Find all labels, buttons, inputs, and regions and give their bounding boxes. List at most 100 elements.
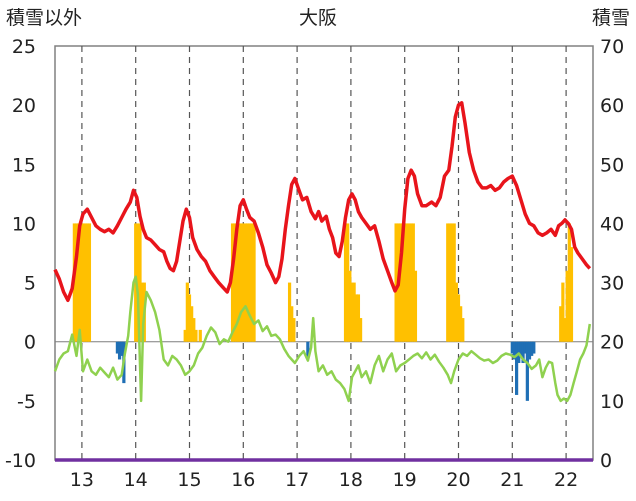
snow-bar xyxy=(398,223,402,342)
snow-bar xyxy=(87,223,92,342)
y-left-tick-label: 0 xyxy=(24,332,36,354)
snow-bar xyxy=(252,223,256,342)
y-right-tick-label: 20 xyxy=(600,332,624,354)
blue-bar xyxy=(512,341,517,360)
y-left-tick-label: -10 xyxy=(5,450,36,472)
x-tick-label: 19 xyxy=(393,469,417,491)
blue-bar xyxy=(120,341,124,356)
snow-bar xyxy=(136,223,140,342)
snow-bar xyxy=(403,223,407,342)
snow-bar xyxy=(239,223,243,342)
snow-bar xyxy=(85,223,89,342)
y-axis-left-label: 積雪以外 xyxy=(6,7,82,29)
snow-bar xyxy=(354,294,358,342)
x-tick-label: 13 xyxy=(70,469,94,491)
snow-bar xyxy=(187,294,192,342)
snow-bar xyxy=(292,318,296,342)
snow-bar xyxy=(461,318,465,342)
y-left-tick-label: 20 xyxy=(12,95,36,117)
red-series-line xyxy=(53,101,592,303)
snow-bar xyxy=(565,270,569,342)
snow-bar xyxy=(409,223,413,342)
snow-bar xyxy=(348,270,352,342)
snow-bar xyxy=(250,223,254,342)
x-axis-ticks: 13 14 15 16 17 18 19 20 21 22 xyxy=(70,469,578,491)
y-left-tick-label: 25 xyxy=(12,36,36,58)
snow-bar xyxy=(246,223,250,342)
x-tick-label: 17 xyxy=(285,469,309,491)
y-right-tick-label: 10 xyxy=(600,391,624,413)
snow-bar xyxy=(559,306,563,342)
x-tick-label: 16 xyxy=(231,469,255,491)
snow-bar xyxy=(400,223,405,342)
snow-bar xyxy=(248,223,252,342)
snow-bar xyxy=(74,223,79,342)
blue-bar xyxy=(525,341,529,401)
snow-bar xyxy=(83,223,87,342)
plot-area xyxy=(53,45,594,462)
snow-bar xyxy=(405,223,409,342)
blue-bar xyxy=(530,341,534,356)
snow-bar xyxy=(352,282,356,342)
blue-bar xyxy=(532,341,536,354)
y-axis-right-ticks: 70 60 50 40 30 20 10 0 xyxy=(600,36,624,472)
y-left-tick-label: -5 xyxy=(17,391,36,413)
snow-bar xyxy=(190,306,194,342)
x-tick-label: 18 xyxy=(339,469,363,491)
snow-bar xyxy=(413,270,418,342)
chart-title: 大阪 xyxy=(299,7,337,29)
blue-bar xyxy=(306,341,310,360)
snow-bar xyxy=(454,282,458,342)
grid-vertical xyxy=(81,46,567,460)
blue-bar xyxy=(510,341,514,354)
snow-bar xyxy=(358,318,363,342)
y-left-tick-label: 15 xyxy=(12,154,36,176)
y-right-tick-label: 30 xyxy=(600,273,624,295)
x-tick-label: 22 xyxy=(554,469,578,491)
snow-bar xyxy=(446,223,450,342)
snow-bar xyxy=(411,223,415,342)
green-series-line xyxy=(53,275,592,403)
snow-bar xyxy=(569,247,574,342)
snow-bar xyxy=(77,223,81,342)
plot-frame xyxy=(54,45,594,461)
snow-bar xyxy=(183,329,187,342)
y-right-tick-label: 50 xyxy=(600,154,624,176)
snow-bar xyxy=(138,223,142,342)
snow-bar xyxy=(456,294,461,342)
snow-bar xyxy=(350,282,354,342)
snow-bar xyxy=(198,329,202,342)
snow-bar xyxy=(343,223,348,342)
y-right-tick-label: 40 xyxy=(600,213,624,235)
snow-bar xyxy=(140,282,144,342)
blue-bar xyxy=(519,341,523,356)
snow-bar xyxy=(561,282,565,342)
snow-bar xyxy=(79,223,83,342)
y-left-tick-label: 5 xyxy=(24,273,36,295)
y-axis-right-label: 積雪 xyxy=(592,7,630,29)
snow-bar xyxy=(235,223,239,342)
snow-bar xyxy=(230,223,235,342)
blue-bar xyxy=(115,341,120,354)
snow-bar xyxy=(81,223,85,342)
snow-bar xyxy=(194,329,198,342)
y-right-tick-label: 0 xyxy=(600,450,612,472)
snow-bar xyxy=(356,294,361,342)
blue-bar xyxy=(523,341,527,354)
snow-bar xyxy=(407,223,411,342)
blue-bar xyxy=(515,341,519,395)
y-left-tick-label: 10 xyxy=(12,213,36,235)
x-tick-label: 21 xyxy=(500,469,524,491)
snow-bar xyxy=(450,223,454,342)
x-tick-label: 15 xyxy=(177,469,201,491)
x-tick-label: 14 xyxy=(124,469,148,491)
snow-depth-bars xyxy=(72,223,574,342)
y-axis-left-ticks: 25 20 15 10 5 0 -5 -10 xyxy=(5,36,36,472)
blue-bar xyxy=(521,341,525,364)
snow-bar xyxy=(185,282,189,342)
snow-bar xyxy=(241,223,245,342)
y-right-tick-label: 60 xyxy=(600,95,624,117)
snow-bar xyxy=(243,223,248,342)
snow-bar xyxy=(563,318,567,342)
